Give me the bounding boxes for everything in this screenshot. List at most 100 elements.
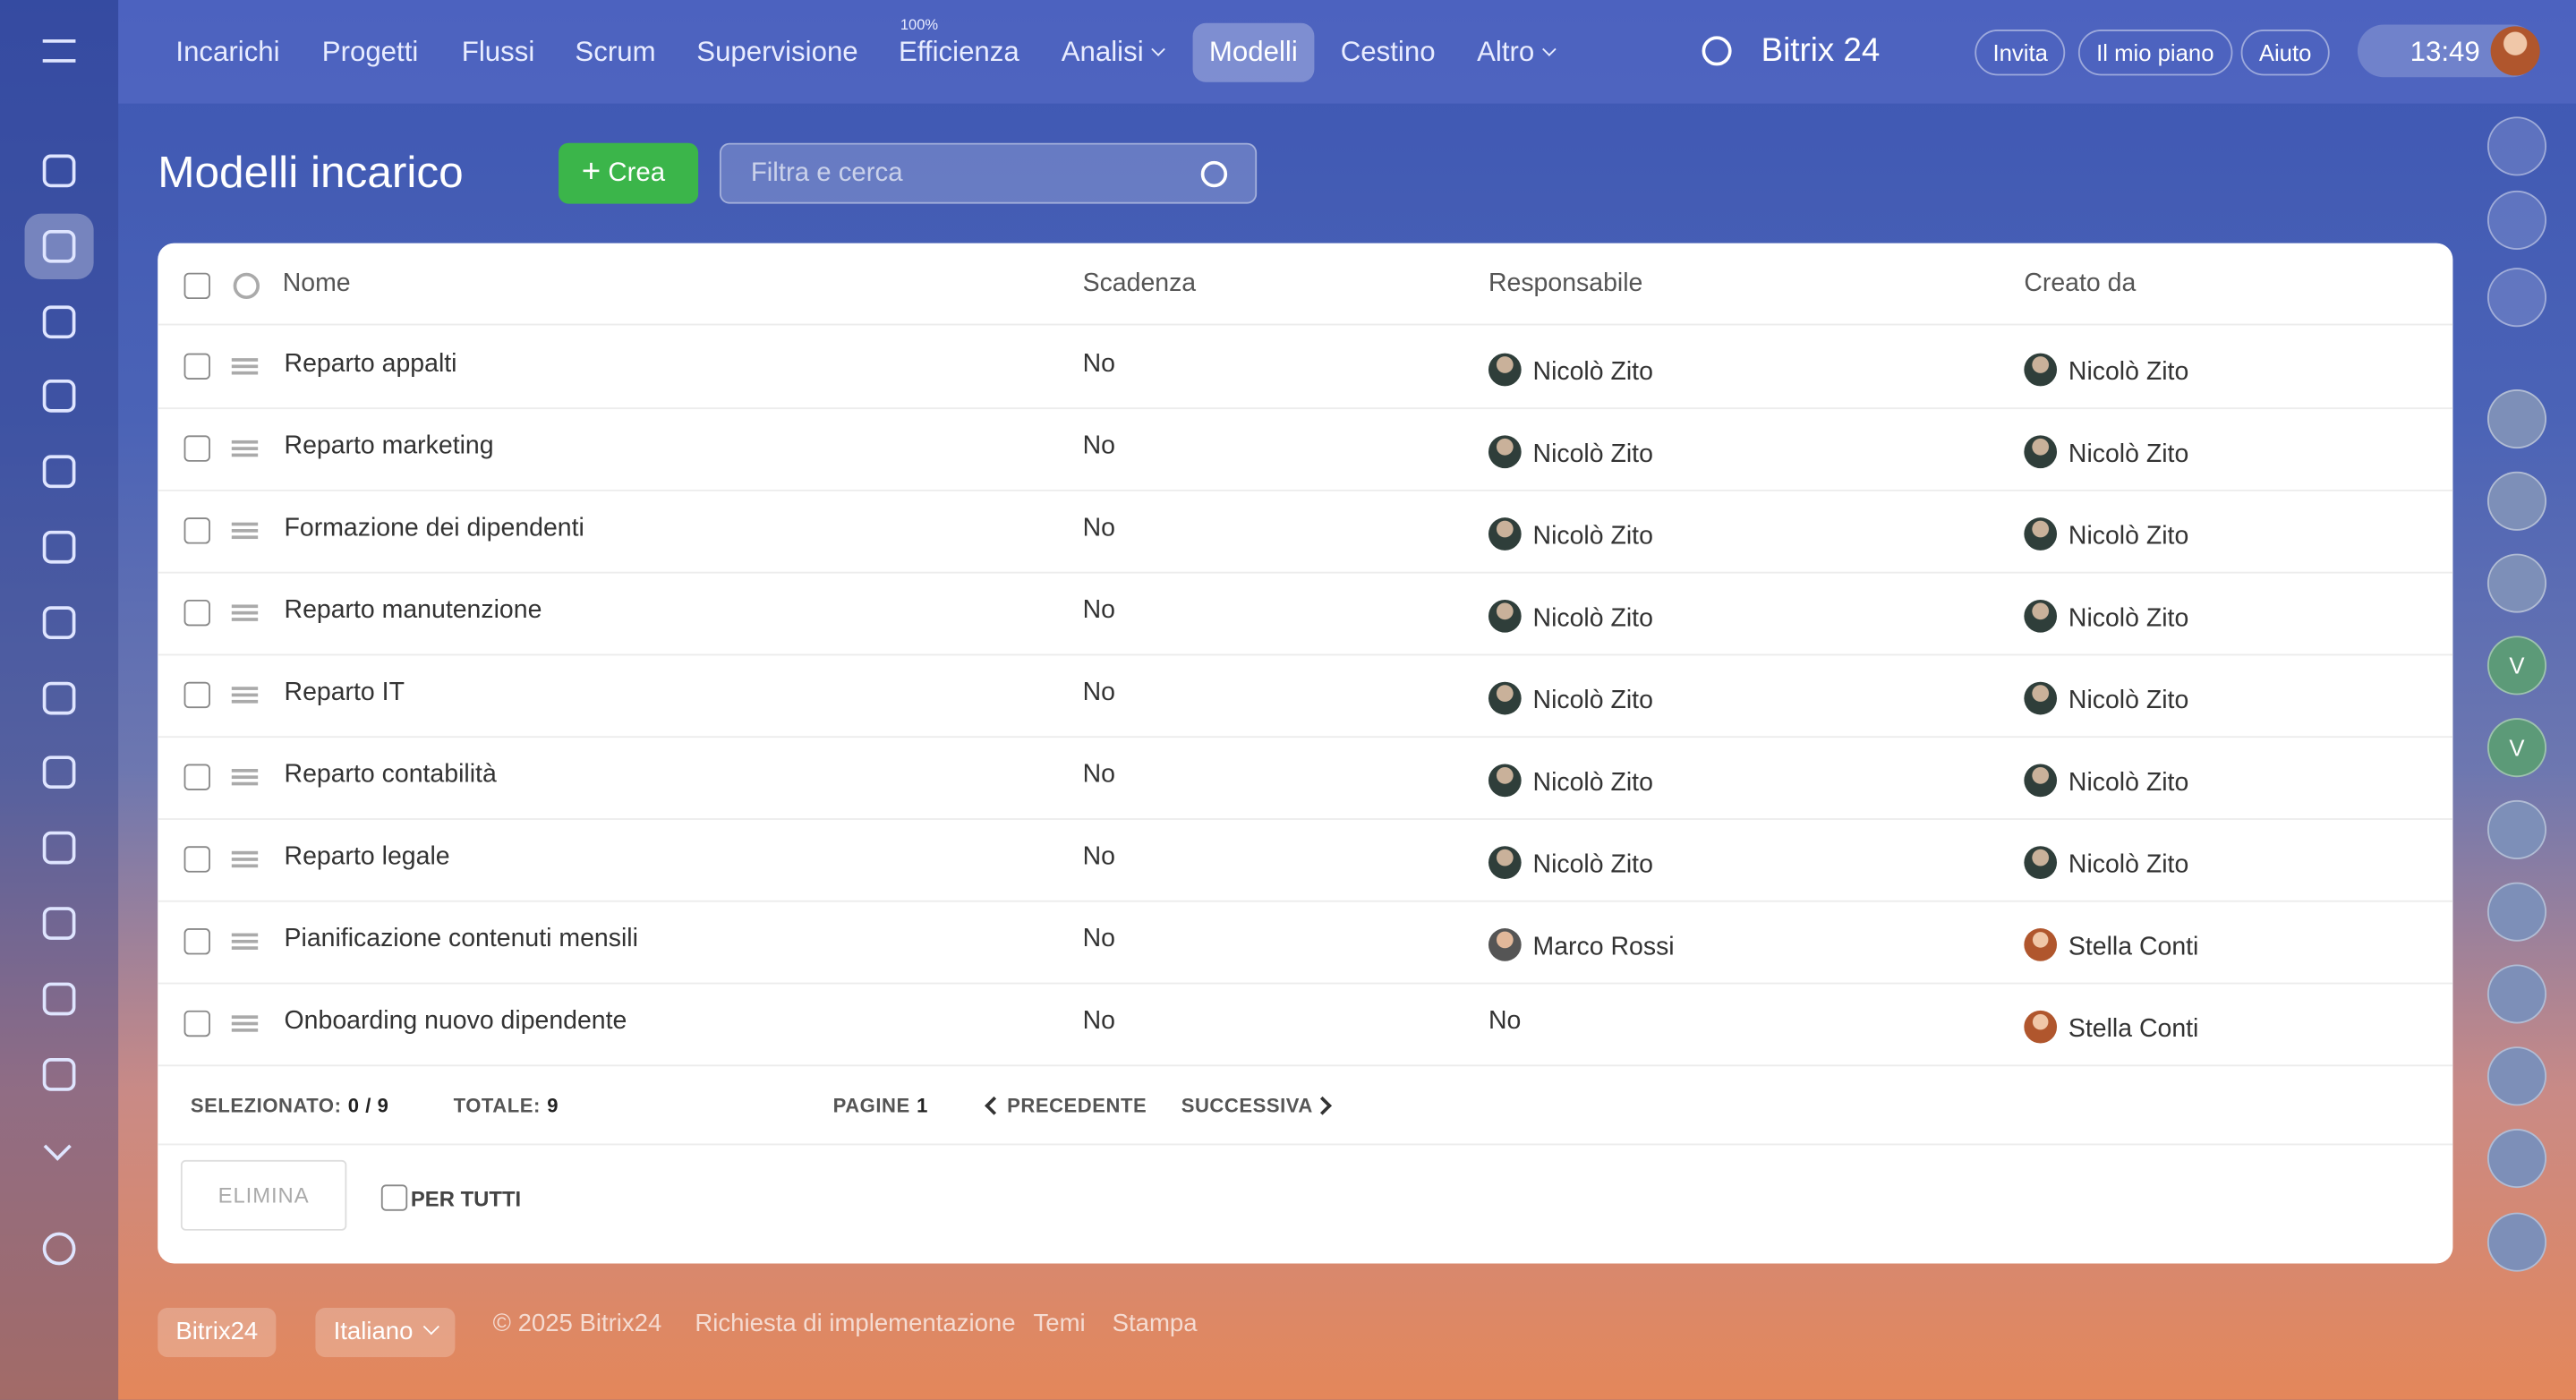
right-avatar[interactable] — [2486, 553, 2547, 613]
nav-item[interactable]: Supervisione — [696, 36, 858, 68]
creator[interactable]: Nicolò Zito — [2068, 687, 2189, 715]
top-button[interactable]: Aiuto — [2240, 30, 2330, 76]
column-header[interactable]: Nome — [282, 269, 351, 298]
sidebar-icon[interactable] — [42, 380, 76, 413]
row-checkbox[interactable] — [183, 599, 210, 627]
drag-handle[interactable] — [231, 604, 259, 621]
drag-handle[interactable] — [231, 1015, 259, 1032]
nav-item[interactable]: Altro — [1477, 36, 1557, 69]
table-cell[interactable]: Reparto appalti — [285, 350, 457, 380]
drag-handle[interactable] — [231, 769, 259, 786]
footer-brand[interactable]: Bitrix24 — [158, 1308, 277, 1358]
user-avatar[interactable] — [2490, 26, 2540, 76]
search-box[interactable]: Filtra e cerca — [719, 142, 1258, 204]
collapse-icon[interactable] — [43, 1132, 72, 1161]
settings-icon[interactable] — [42, 1232, 76, 1266]
nav-item[interactable]: Flussi — [461, 36, 535, 68]
language-select[interactable]: Italiano — [315, 1308, 456, 1358]
sidebar-icon[interactable] — [42, 755, 76, 790]
nav-item[interactable]: Scrum — [575, 36, 656, 68]
nav-item[interactable]: Progetti — [321, 36, 419, 68]
responsible[interactable]: No — [1488, 1007, 1522, 1036]
nav-item[interactable]: Modelli — [1192, 22, 1315, 82]
table-cell[interactable]: Reparto manutenzione — [285, 596, 542, 626]
search-icon[interactable] — [1702, 36, 1732, 66]
sidebar-icon[interactable] — [42, 530, 76, 564]
drag-handle[interactable] — [231, 687, 259, 704]
column-header[interactable]: Creato da — [2024, 269, 2137, 298]
row-checkbox[interactable] — [183, 764, 210, 790]
right-avatar[interactable]: V — [2486, 636, 2547, 696]
table-cell[interactable]: Reparto legale — [285, 843, 450, 873]
right-avatar[interactable] — [2486, 471, 2547, 531]
creator[interactable]: Nicolò Zito — [2068, 604, 2189, 633]
row-checkbox[interactable] — [183, 681, 210, 709]
right-avatar[interactable] — [2486, 1212, 2547, 1272]
sidebar-icon[interactable] — [42, 229, 76, 263]
pager-item[interactable]: SUCCESSIVA — [1181, 1094, 1313, 1117]
creator[interactable]: Nicolò Zito — [2068, 358, 2189, 387]
row-checkbox[interactable] — [183, 846, 210, 873]
settings-icon[interactable] — [233, 272, 260, 300]
drag-handle[interactable] — [231, 933, 259, 950]
sidebar-icon[interactable] — [42, 982, 76, 1016]
nav-item[interactable]: Cestino — [1340, 36, 1436, 68]
table-cell[interactable]: Formazione dei dipendenti — [285, 515, 584, 544]
right-avatar[interactable] — [2486, 964, 2547, 1024]
right-avatar[interactable] — [2486, 799, 2547, 859]
top-button[interactable]: Il mio piano — [2077, 30, 2232, 76]
right-tool[interactable] — [2486, 190, 2547, 250]
menu-button[interactable] — [42, 39, 76, 63]
responsible[interactable]: Nicolò Zito — [1532, 850, 1653, 879]
responsible[interactable]: Nicolò Zito — [1532, 769, 1653, 798]
right-avatar[interactable] — [2486, 389, 2547, 449]
column-header[interactable]: Responsabile — [1488, 269, 1643, 298]
drag-handle[interactable] — [231, 850, 259, 868]
create-button[interactable]: + Crea — [559, 142, 699, 204]
right-tool[interactable] — [2486, 116, 2547, 176]
footer-link[interactable]: Richiesta di implementazione — [695, 1309, 1016, 1338]
nav-item[interactable]: Efficienza — [899, 36, 1019, 68]
creator[interactable]: Stella Conti — [2068, 1015, 2199, 1044]
table-cell[interactable]: Reparto contabilità — [285, 761, 497, 790]
pager-item[interactable]: PRECEDENTE — [1007, 1094, 1147, 1117]
right-avatar[interactable] — [2486, 1128, 2547, 1189]
drag-handle[interactable] — [231, 522, 259, 540]
active-item[interactable] — [24, 213, 94, 280]
responsible[interactable]: Marco Rossi — [1532, 933, 1675, 961]
sidebar-icon[interactable] — [42, 1058, 76, 1091]
for-all-label[interactable]: PER TUTTI — [410, 1186, 522, 1211]
column-header[interactable]: Scadenza — [1082, 269, 1197, 298]
right-avatar[interactable] — [2486, 882, 2547, 942]
table-cell[interactable]: Pianificazione contenuti mensili — [285, 925, 638, 954]
responsible[interactable]: Nicolò Zito — [1532, 440, 1653, 469]
responsible[interactable]: Nicolò Zito — [1532, 522, 1653, 551]
row-checkbox[interactable] — [183, 928, 210, 955]
footer-link[interactable]: Temi — [1033, 1309, 1086, 1338]
nav-item[interactable]: Analisi — [1062, 36, 1165, 69]
right-avatar[interactable]: V — [2486, 718, 2547, 778]
responsible[interactable]: Nicolò Zito — [1532, 358, 1653, 387]
drag-handle[interactable] — [231, 440, 259, 457]
sidebar-icon[interactable] — [42, 606, 76, 640]
top-button[interactable]: Invita — [1975, 30, 2067, 76]
right-tool[interactable] — [2486, 268, 2547, 328]
for-all-checkbox[interactable] — [380, 1184, 408, 1211]
table-cell[interactable]: Reparto IT — [285, 679, 405, 708]
creator[interactable]: Nicolò Zito — [2068, 440, 2189, 469]
table-cell[interactable]: Reparto marketing — [285, 432, 494, 462]
sidebar-icon[interactable] — [42, 154, 76, 188]
creator[interactable]: Stella Conti — [2068, 933, 2199, 961]
row-checkbox[interactable] — [183, 435, 210, 462]
creator[interactable]: Nicolò Zito — [2068, 522, 2189, 551]
nav-item[interactable]: Incarichi — [175, 36, 280, 68]
responsible[interactable]: Nicolò Zito — [1532, 604, 1653, 633]
row-checkbox[interactable] — [183, 1010, 210, 1037]
row-checkbox[interactable] — [183, 353, 210, 380]
table-cell[interactable]: Onboarding nuovo dipendente — [285, 1007, 627, 1037]
responsible[interactable]: Nicolò Zito — [1532, 687, 1653, 715]
creator[interactable]: Nicolò Zito — [2068, 850, 2189, 879]
sidebar-icon[interactable] — [42, 907, 76, 940]
sidebar-icon[interactable] — [42, 831, 76, 865]
footer-link[interactable]: Stampa — [1112, 1309, 1198, 1338]
